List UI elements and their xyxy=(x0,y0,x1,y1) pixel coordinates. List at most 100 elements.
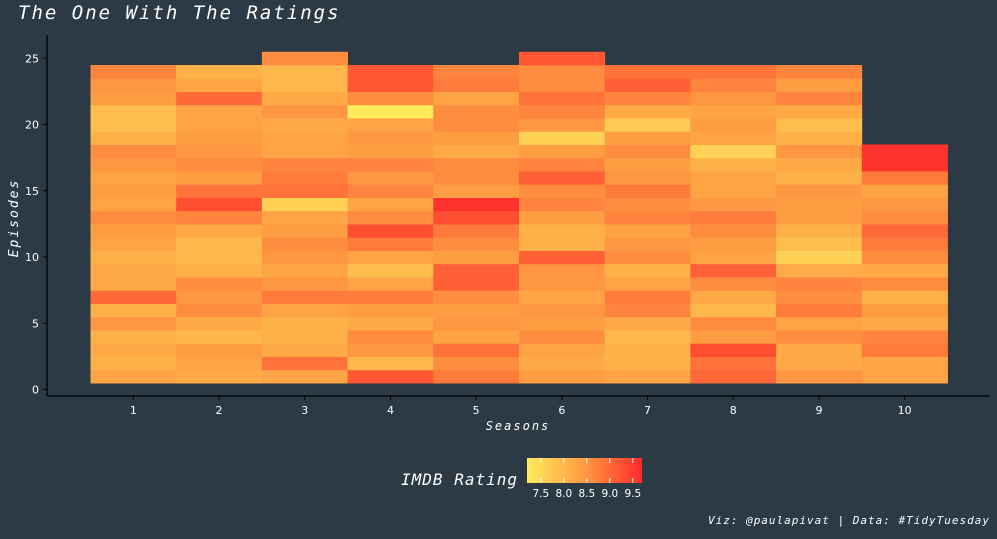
legend-colorbar xyxy=(527,458,642,483)
heatmap-cell xyxy=(347,343,434,357)
heatmap-cell xyxy=(261,104,348,119)
heatmap-cell xyxy=(176,65,263,79)
heatmap-cell xyxy=(261,369,348,384)
heatmap-cell xyxy=(347,171,434,185)
heatmap-cell xyxy=(604,303,691,318)
y-axis-ticks: 0 5 10 15 20 25 xyxy=(25,52,47,397)
heatmap-cell xyxy=(347,356,434,371)
heatmap-cell xyxy=(433,343,520,357)
heatmap-cell xyxy=(433,131,520,145)
heatmap-cell xyxy=(519,263,606,278)
heatmap-cell xyxy=(776,237,863,251)
heatmap-cell xyxy=(604,250,691,265)
heatmap-cell xyxy=(433,290,520,304)
heatmap-cell xyxy=(433,263,520,278)
heatmap-cell xyxy=(176,171,263,185)
heatmap-cell xyxy=(604,65,691,79)
heatmap-cell xyxy=(519,65,606,79)
heatmap-cell xyxy=(604,184,691,198)
heatmap-cell xyxy=(433,91,520,106)
heatmap-cell xyxy=(90,316,177,331)
heatmap-cell xyxy=(519,224,606,238)
heatmap-cell xyxy=(690,131,777,145)
heatmap-cell xyxy=(776,104,863,119)
heatmap-cell xyxy=(519,356,606,371)
heatmap-cell xyxy=(347,303,434,318)
heatmap-cell xyxy=(519,369,606,384)
heatmap-cell xyxy=(347,184,434,198)
heatmap-cell xyxy=(604,157,691,172)
x-axis-label: Seasons xyxy=(486,419,551,433)
heatmap-cell xyxy=(261,356,348,371)
heatmap-cell xyxy=(90,118,177,132)
heatmap-cell xyxy=(90,263,177,278)
legend-tick-label: 9.0 xyxy=(601,488,618,500)
heatmap-cell xyxy=(261,316,348,331)
heatmap-cell xyxy=(690,197,777,212)
heatmap-cell xyxy=(519,51,606,66)
y-tick-label: 10 xyxy=(25,251,39,264)
heatmap-cell xyxy=(861,184,948,198)
heatmap-cell xyxy=(261,290,348,304)
heatmap-cell xyxy=(776,330,863,344)
heatmap-cell xyxy=(690,184,777,198)
x-tick-label: 7 xyxy=(644,404,651,417)
heatmap-cell xyxy=(604,316,691,331)
heatmap-cell xyxy=(90,184,177,198)
caption: Viz: @paulapivat | Data: #TidyTuesday xyxy=(708,514,990,527)
heatmap-cell xyxy=(176,290,263,304)
heatmap-cell xyxy=(690,237,777,251)
heatmap-cell xyxy=(347,210,434,225)
heatmap-cell xyxy=(176,184,263,198)
heatmap-cell xyxy=(690,171,777,185)
heatmap-cell xyxy=(433,184,520,198)
y-axis-label: Episodes xyxy=(7,179,22,258)
heatmap-cell xyxy=(347,330,434,344)
heatmap-cell xyxy=(604,237,691,251)
heatmap-cell xyxy=(861,224,948,238)
heatmap-cell xyxy=(261,277,348,291)
heatmap-cell xyxy=(604,356,691,371)
heatmap-cell xyxy=(776,144,863,159)
x-tick-label: 3 xyxy=(301,404,308,417)
y-tick-label: 0 xyxy=(32,384,39,397)
legend-tick-label: 8.5 xyxy=(578,488,595,500)
heatmap-cell xyxy=(519,144,606,159)
heatmap-cell xyxy=(433,65,520,79)
x-tick-label: 5 xyxy=(473,404,480,417)
heatmap-cell xyxy=(776,184,863,198)
heatmap-cell xyxy=(90,197,177,212)
heatmap-cell xyxy=(347,224,434,238)
heatmap-cell xyxy=(261,263,348,278)
heatmap-cell xyxy=(261,210,348,225)
heatmap-cell xyxy=(776,157,863,172)
x-tick-label: 8 xyxy=(730,404,737,417)
heatmap-cell xyxy=(861,303,948,318)
heatmap-cell xyxy=(347,290,434,304)
heatmap-cell xyxy=(604,343,691,357)
heatmap-cell xyxy=(519,184,606,198)
heatmap-cell xyxy=(90,131,177,145)
heatmap-cell xyxy=(861,290,948,304)
heatmap-cell xyxy=(261,250,348,265)
heatmap-cell xyxy=(690,224,777,238)
heatmap-cell xyxy=(347,369,434,384)
heatmap-cell xyxy=(433,250,520,265)
heatmap-cell xyxy=(176,250,263,265)
heatmap-cell xyxy=(90,290,177,304)
heatmap-cell xyxy=(604,91,691,106)
heatmap-cell xyxy=(433,237,520,251)
heatmap-cell xyxy=(433,369,520,384)
y-tick-label: 5 xyxy=(32,317,39,330)
heatmap-cell xyxy=(347,78,434,92)
heatmap-cell xyxy=(690,343,777,357)
heatmap-cell xyxy=(261,343,348,357)
heatmap-cell xyxy=(519,277,606,291)
heatmap-cell xyxy=(690,250,777,265)
heatmap-cell xyxy=(604,104,691,119)
heatmap-cell xyxy=(861,197,948,212)
heatmap-cell xyxy=(776,316,863,331)
heatmap-cell xyxy=(433,144,520,159)
heatmap-cell xyxy=(690,157,777,172)
